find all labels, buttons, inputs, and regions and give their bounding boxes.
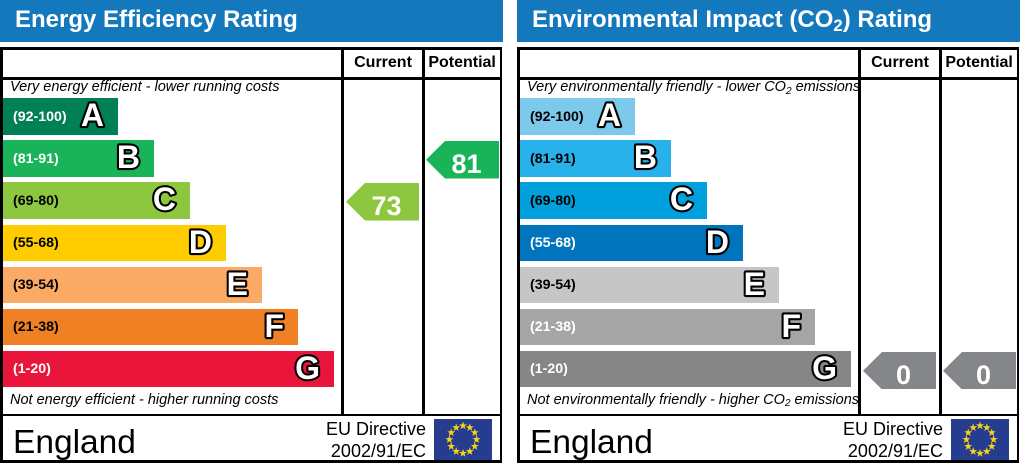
- svg-text:D: D: [188, 223, 211, 259]
- svg-text:D: D: [705, 223, 728, 259]
- svg-text:81: 81: [451, 149, 481, 178]
- svg-text:F: F: [264, 307, 284, 343]
- svg-text:G: G: [295, 350, 320, 386]
- svg-text:A: A: [597, 97, 620, 133]
- svg-text:A: A: [80, 97, 103, 133]
- svg-text:0: 0: [975, 360, 990, 389]
- svg-text:F: F: [781, 307, 801, 343]
- svg-text:C: C: [669, 181, 692, 217]
- svg-text:E: E: [226, 265, 247, 301]
- svg-text:G: G: [812, 350, 837, 386]
- svg-text:B: B: [633, 139, 656, 175]
- svg-text:C: C: [152, 181, 175, 217]
- svg-text:B: B: [116, 139, 139, 175]
- svg-text:73: 73: [371, 191, 401, 220]
- svg-text:E: E: [743, 265, 764, 301]
- svg-text:0: 0: [896, 360, 911, 389]
